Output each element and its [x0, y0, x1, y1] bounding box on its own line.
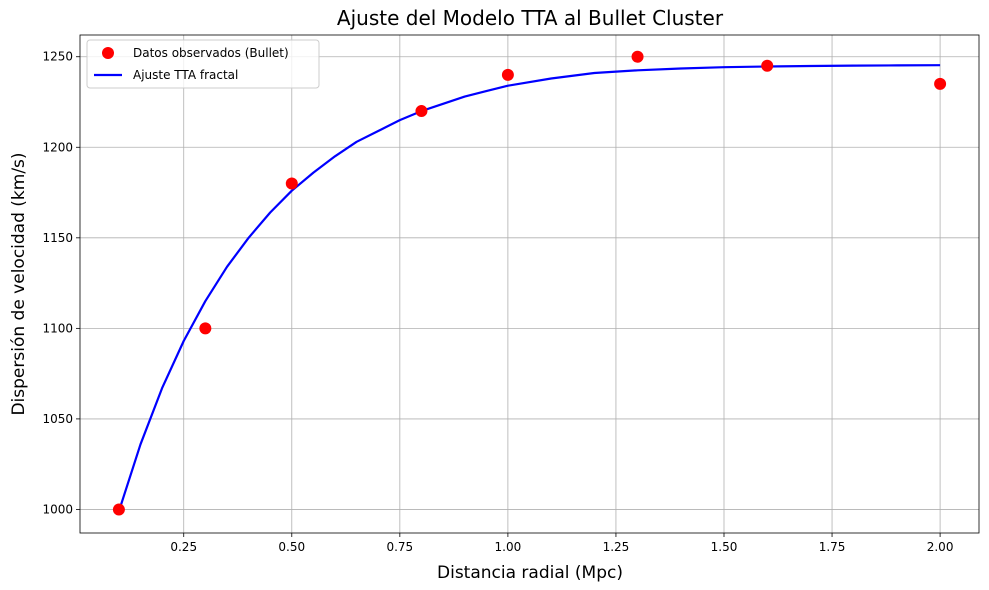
legend-box [86, 39, 320, 89]
legend-label-observed: Datos observados (Bullet) [133, 46, 289, 60]
data-point [199, 322, 212, 335]
x-tick-label: 1.00 [495, 540, 522, 554]
y-axis-label: Dispersión de velocidad (km/s) [9, 152, 29, 415]
x-tick-label: 0.25 [170, 540, 197, 554]
y-tick-label: 1250 [42, 50, 73, 64]
y-tick-label: 1050 [42, 412, 73, 426]
x-tick-label: 1.50 [711, 540, 738, 554]
x-tick-label: 2.00 [927, 540, 954, 554]
legend-marker-observed [102, 47, 114, 59]
x-tick-label: 1.25 [603, 540, 630, 554]
fit-line [117, 64, 941, 512]
data-point [415, 105, 428, 118]
data-point [112, 503, 125, 516]
x-tick-label: 1.75 [819, 540, 846, 554]
grid [80, 35, 979, 533]
y-tick-label: 1200 [42, 140, 73, 154]
plot-frame [79, 34, 980, 534]
data-point [285, 177, 298, 190]
axis-ticks: 0.25 0.50 0.75 1.00 1.25 1.50 1.75 2.00 1000 1050… [42, 50, 953, 554]
legend: Datos observados (Bullet) Ajuste TTA fra… [86, 39, 320, 89]
plot-series [112, 50, 947, 516]
x-tick-label: 0.50 [278, 540, 305, 554]
data-point [761, 59, 774, 72]
data-point [934, 77, 947, 90]
x-axis-label: Distancia radial (Mpc) [437, 563, 623, 583]
legend-label-fit: Ajuste TTA fractal [133, 68, 238, 82]
data-point [501, 68, 514, 81]
y-tick-label: 1150 [42, 231, 73, 245]
x-tick-label: 0.75 [386, 540, 413, 554]
y-tick-label: 1100 [42, 321, 73, 335]
y-tick-label: 1000 [42, 502, 73, 516]
data-point [631, 50, 644, 63]
chart-title: Ajuste del Modelo TTA al Bullet Cluster [337, 6, 724, 30]
